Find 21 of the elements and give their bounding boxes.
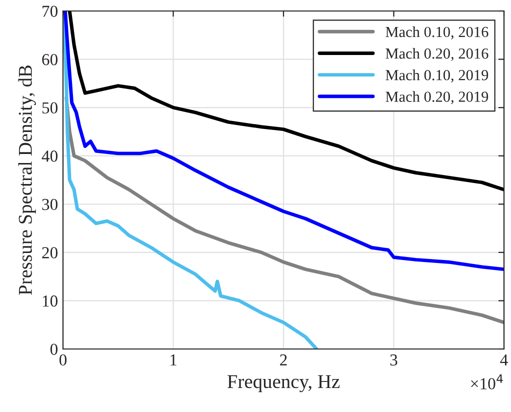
legend-label: Mach 0.20, 2019 bbox=[386, 91, 488, 104]
x-tick-label: 4 bbox=[500, 354, 508, 366]
x-axis-title: Frequency, Hz bbox=[227, 375, 340, 392]
y-axis-title: Pressure Spectral Density, dB bbox=[18, 65, 36, 295]
legend-label: Mach 0.10, 2019 bbox=[386, 70, 488, 82]
x-tick-label: 1 bbox=[170, 354, 176, 366]
y-tick-label: 10 bbox=[42, 295, 58, 307]
y-tick-label: 60 bbox=[42, 54, 58, 66]
y-tick-label: 0 bbox=[50, 344, 58, 355]
legend-label: Mach 0.10, 2016 bbox=[386, 26, 488, 40]
line-series bbox=[68, 11, 504, 192]
text: ×10$^{4}$ bbox=[471, 374, 503, 390]
x-tick-label: 3 bbox=[390, 354, 398, 366]
y-tick-label: 50 bbox=[42, 102, 58, 114]
x-tick-label: 0 bbox=[59, 354, 67, 366]
y-tick-label: 70 bbox=[42, 6, 58, 17]
x-tick-label: 2 bbox=[280, 354, 287, 366]
y-tick-label: 20 bbox=[42, 247, 58, 258]
y-tick-label: 30 bbox=[42, 198, 58, 210]
y-tick-label: 40 bbox=[42, 150, 58, 162]
legend-label: Mach 0.20, 2016 bbox=[386, 48, 488, 61]
